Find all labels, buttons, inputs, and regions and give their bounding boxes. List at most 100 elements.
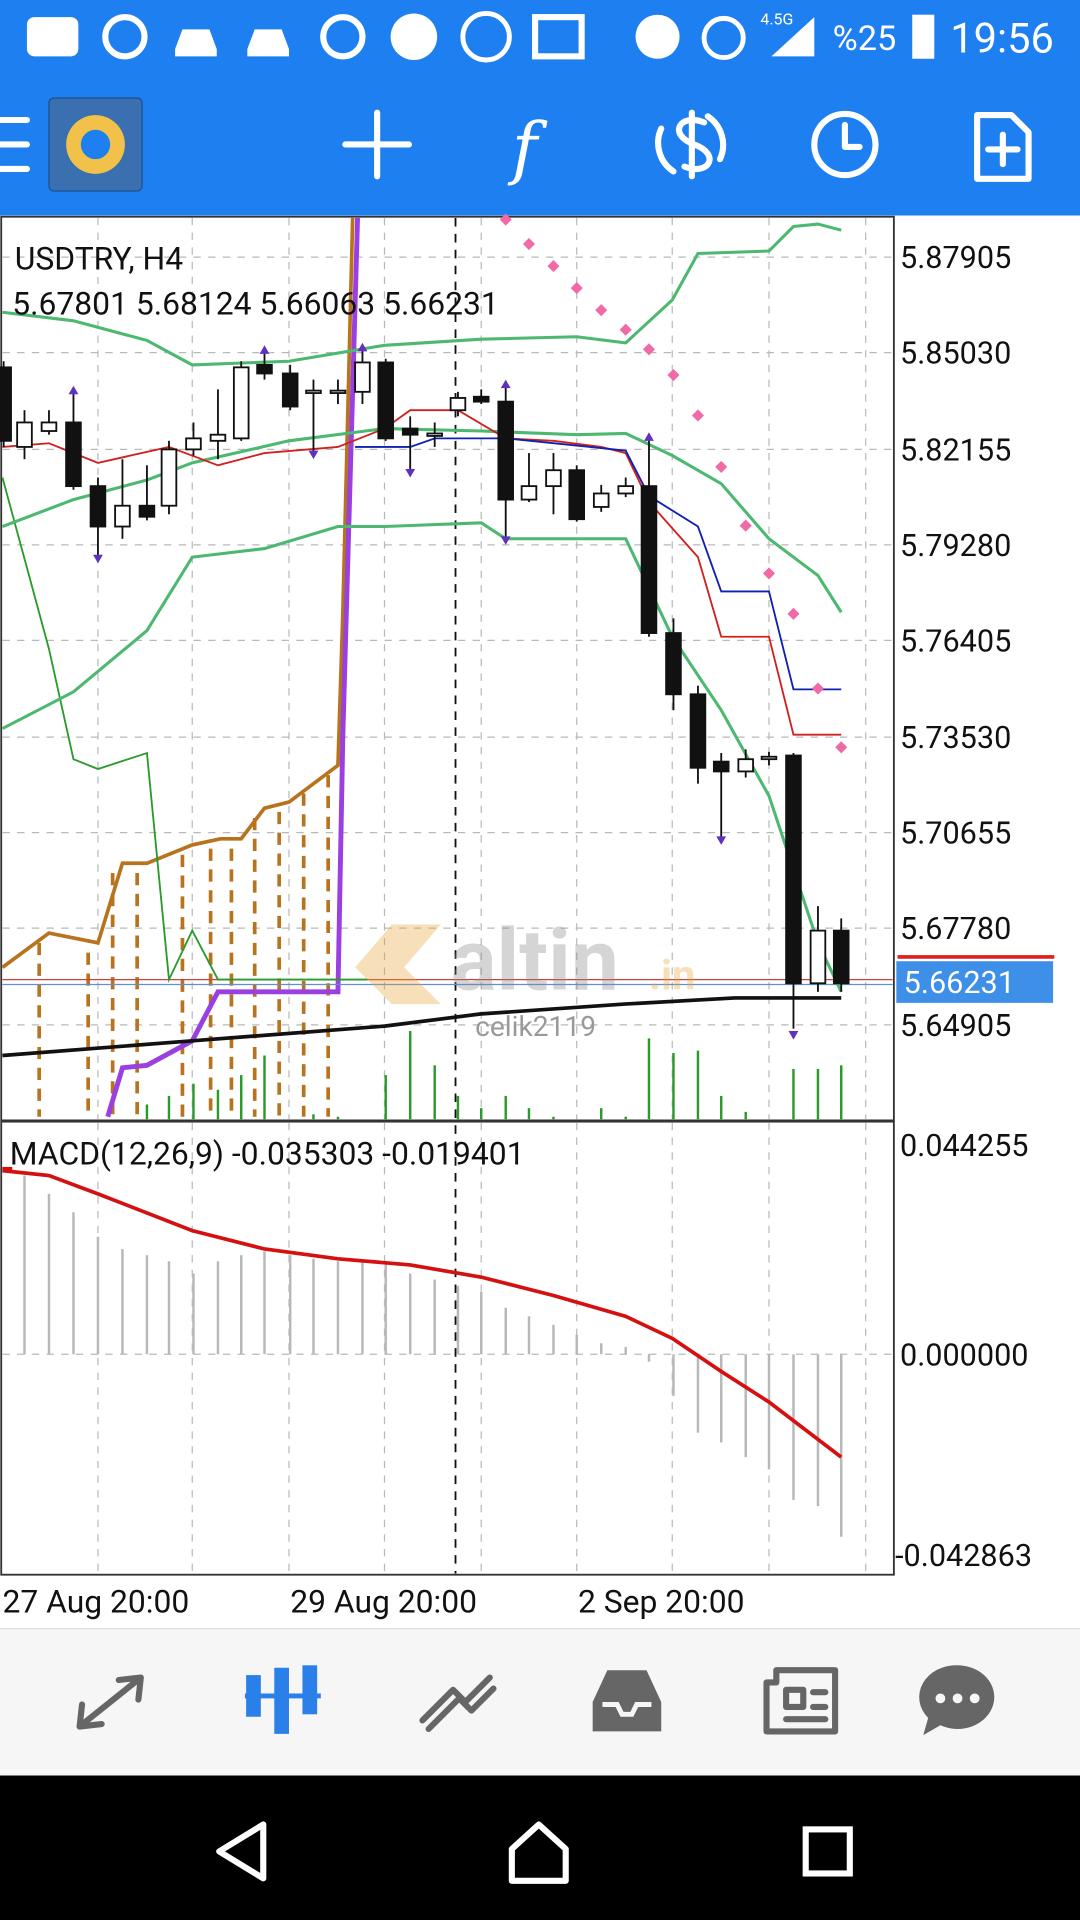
status-icons [26, 11, 935, 63]
psar-dot [715, 460, 728, 473]
bottom-nav [0, 1628, 1080, 1776]
candle-body [305, 389, 322, 394]
moving-average [2, 996, 842, 1058]
price-label: 5.85030 [900, 337, 1011, 372]
price-label: 5.76405 [900, 624, 1011, 659]
price-label: 5.82155 [900, 433, 1011, 468]
macd-level: 0.000000 [900, 1338, 1029, 1373]
new-order-button[interactable] [974, 112, 1032, 182]
bollinger-upper [2, 222, 842, 367]
psar-dot [595, 304, 608, 317]
macd-marker [2, 1166, 13, 1172]
candle-body [449, 397, 467, 412]
price-label: 5.67780 [900, 912, 1011, 947]
candle-body [354, 361, 371, 393]
candle-body [497, 400, 514, 501]
macd-panel [0, 1120, 895, 1576]
app-logo[interactable] [48, 97, 143, 192]
candle-body [209, 433, 227, 442]
fractal-down [405, 468, 416, 478]
fractal-down [788, 1031, 799, 1040]
time-label: 2 Sep 20:00 [578, 1583, 745, 1621]
fractal-up [68, 385, 79, 395]
trade-button[interactable] [655, 109, 727, 180]
candle-body [89, 485, 107, 528]
crosshair-button[interactable] [342, 109, 413, 180]
candle-body [520, 485, 538, 501]
candle-body [760, 755, 778, 761]
time-label: 27 Aug 20:00 [2, 1583, 189, 1621]
candle-body [712, 760, 730, 773]
price-panel [0, 215, 895, 1122]
candle-body [592, 492, 610, 508]
chikou [1, 477, 368, 983]
macd-level: 0.044255 [900, 1129, 1029, 1164]
psar-dot [522, 237, 536, 251]
home-button[interactable] [508, 1821, 569, 1884]
trade-tab[interactable] [419, 1674, 497, 1733]
price-label: 5.64905 [900, 1009, 1011, 1044]
candle-body [472, 395, 490, 403]
price-label: 5.79280 [900, 529, 1011, 564]
candle-body [114, 504, 131, 528]
price-label: 5.87905 [900, 241, 1011, 276]
fractal-down [93, 554, 103, 564]
fractal-down [716, 836, 727, 845]
candle-body [785, 754, 802, 985]
fractal-up [259, 345, 270, 354]
watermark-brand: altin [451, 909, 619, 1010]
system-nav [0, 1775, 1080, 1920]
senkou-a [1, 217, 355, 969]
news-tab[interactable] [763, 1667, 839, 1735]
grid [2, 217, 893, 1574]
back-button[interactable] [216, 1821, 267, 1882]
current-price: 5.66231 [904, 966, 1015, 1001]
battery: %25 [833, 19, 897, 59]
menu-button[interactable] [0, 116, 30, 173]
recents-button[interactable] [802, 1826, 853, 1877]
candle-body [138, 504, 156, 518]
psar-dot [619, 323, 632, 336]
candle-body [617, 485, 634, 495]
candle-body [256, 363, 273, 375]
chart-tab[interactable] [244, 1665, 321, 1734]
candle-body [16, 421, 33, 448]
fractal-down [500, 536, 511, 545]
fractal-up [644, 432, 654, 441]
candle-body [40, 421, 58, 432]
watermark: altin .in [355, 909, 695, 1010]
candle-body [689, 693, 707, 769]
candle-body [737, 758, 754, 773]
candle-body [329, 389, 347, 394]
candle-body [281, 372, 299, 408]
price-label: 5.73530 [900, 721, 1011, 756]
time-label: 29 Aug 20:00 [290, 1583, 477, 1621]
current-price-box [896, 961, 1054, 1003]
bollinger-mid [1, 427, 843, 614]
candle-body [568, 469, 586, 521]
macd-level: -0.042863 [895, 1539, 1032, 1574]
chat-tab[interactable] [919, 1665, 995, 1736]
period-button[interactable] [811, 110, 879, 179]
psar-dot [739, 519, 752, 532]
fractal-up [357, 342, 368, 352]
price-label: 5.70655 [900, 817, 1011, 852]
clock: 19:56 [950, 15, 1054, 64]
network: 4.5G [760, 9, 793, 28]
quotes-tab[interactable] [76, 1674, 144, 1730]
candle-body [640, 485, 658, 634]
candle-body [160, 448, 178, 507]
ohlc: 5.67801 5.68124 5.66063 5.66231 [12, 285, 499, 323]
watermark-user: celik2119 [475, 1010, 596, 1043]
candle-body [545, 469, 562, 488]
macd-label: MACD(12,26,9) -0.035303 -0.019401 [10, 1134, 525, 1172]
price-marker-line [897, 955, 1055, 959]
watermark-suffix: .in [649, 951, 695, 1000]
candle-body [377, 361, 394, 440]
history-tab[interactable] [592, 1670, 662, 1732]
candle-body [0, 366, 12, 442]
candle-body [426, 432, 443, 437]
symbol: USDTRY, H4 [15, 239, 184, 277]
